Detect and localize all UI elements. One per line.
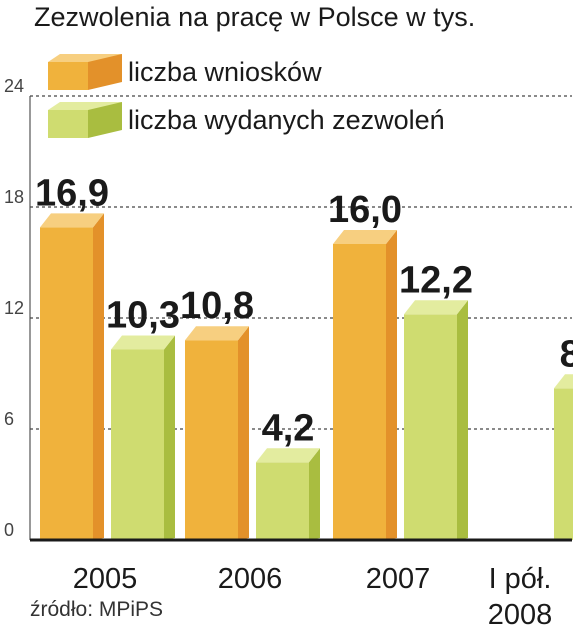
bar-front-permits: [404, 314, 457, 540]
bar-front-applications: [185, 340, 238, 540]
chart-title: Zezwolenia na pracę w Polsce w tys.: [34, 2, 476, 32]
bar-top-permits: [256, 448, 320, 463]
bar-top-applications: [185, 326, 249, 341]
x-tick-label: 2007: [366, 563, 431, 595]
legend-item-applications: liczba wniosków: [48, 54, 322, 90]
source-note: źródło: MPiPS: [30, 598, 164, 621]
bar-front-permits: [256, 462, 309, 540]
x-tick-label: I pół. 2008: [488, 563, 553, 631]
data-label-permits: 12,2: [399, 259, 473, 301]
x-tick-label-line: 2005: [73, 563, 138, 595]
data-label-permits: 8,2: [560, 333, 573, 375]
bar-top-applications: [40, 213, 104, 228]
bar-top-applications: [333, 230, 397, 244]
data-label-applications: 16,0: [328, 189, 402, 231]
x-tick-label: 2005: [73, 563, 138, 595]
x-tick-label-line: I pół.: [489, 563, 552, 595]
bar-top-permits: [111, 335, 175, 350]
data-label-permits: 10,3: [106, 294, 180, 336]
data-label-permits: 4,2: [262, 407, 315, 449]
bar-front-applications: [40, 227, 93, 540]
data-label-applications: 10,8: [180, 285, 254, 327]
x-tick-label-line: 2006: [218, 563, 283, 595]
y-tick-label: 24: [4, 76, 24, 96]
y-tick-label: 0: [4, 520, 14, 540]
bar-side-applications: [93, 213, 104, 540]
bar-front-permits: [554, 388, 573, 540]
bar-side-permits: [457, 300, 468, 540]
legend-swatch-applications: [48, 54, 122, 90]
data-label-applications: 16,9: [35, 172, 109, 214]
bar-side-permits: [164, 335, 175, 540]
x-tick-label-line: 2007: [366, 563, 431, 595]
y-tick-label: 18: [4, 187, 24, 207]
x-tick-label-line: 2008: [488, 599, 553, 631]
legend-item-permits: liczba wydanych zezwoleń: [48, 102, 445, 138]
y-tick-label: 12: [4, 298, 24, 318]
y-tick-label: 6: [4, 409, 14, 429]
bar-front-applications: [333, 244, 386, 540]
bar-side-permits: [309, 448, 320, 540]
bar-top-permits: [404, 300, 468, 315]
bar-front-permits: [111, 349, 164, 540]
bar-top-permits: [554, 374, 573, 389]
x-tick-label: 2006: [218, 563, 283, 595]
bar-side-applications: [386, 230, 397, 540]
legend-label-applications: liczba wniosków: [128, 56, 322, 87]
bar-side-applications: [238, 326, 249, 540]
legend-label-permits: liczba wydanych zezwoleń: [128, 104, 445, 135]
legend-swatch-permits: [48, 102, 122, 138]
